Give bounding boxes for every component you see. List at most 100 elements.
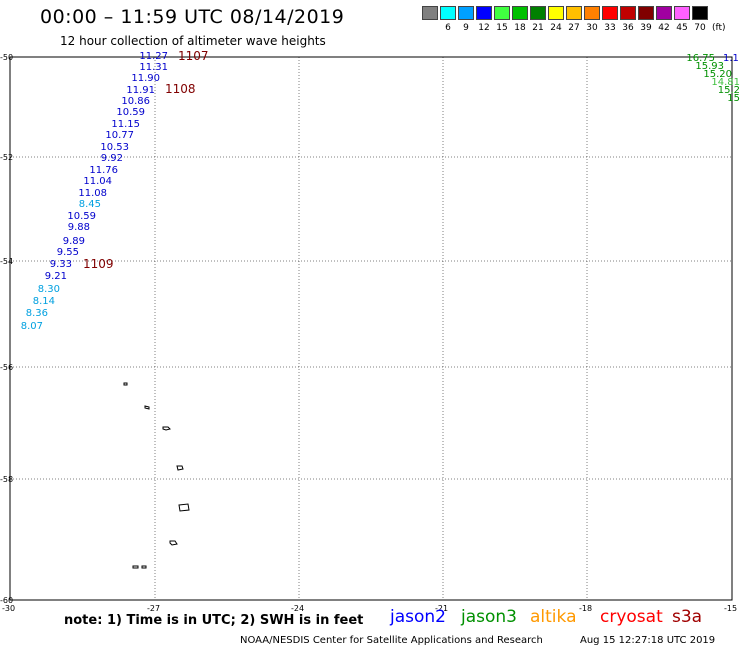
legend-label: 39 (640, 23, 652, 33)
swh-value: 9.92 (101, 153, 123, 164)
legend-label: 45 (676, 23, 688, 33)
swh-value: 15.20 (703, 69, 732, 80)
swh-value: 10.59 (116, 107, 145, 118)
island-outline (162, 426, 171, 431)
lat-label: -56 (0, 363, 13, 372)
legend-swatch (476, 6, 492, 20)
swh-value: 8.07 (21, 321, 43, 332)
island-outline (123, 382, 128, 386)
legend-label: 15 (496, 23, 508, 33)
legend-label: 9 (463, 23, 469, 33)
swh-value: 10.86 (121, 96, 150, 107)
lat-label: -52 (0, 153, 13, 162)
swh-value: 9.88 (68, 222, 90, 233)
lon-label: -21 (435, 604, 448, 613)
island-outline (178, 503, 190, 512)
lat-label: -54 (0, 257, 13, 266)
legend-label: 30 (586, 23, 598, 33)
legend-swatch (566, 6, 582, 20)
legend-swatch (620, 6, 636, 20)
satellite-label-cryosat: cryosat (600, 607, 663, 627)
wave-height-tracks: 11.2711.3111.9011.9110.8610.5911.1510.77… (21, 49, 740, 332)
generation-timestamp: Aug 15 12:27:18 UTC 2019 (580, 635, 716, 646)
lon-label: -30 (2, 604, 15, 613)
island-outline (141, 565, 147, 569)
pass-time-label: 1107 (178, 49, 209, 63)
swh-value: 11.04 (83, 176, 112, 187)
swh-value: 1.1 (723, 53, 739, 64)
swh-value: 8.45 (79, 199, 101, 210)
lon-label: -27 (147, 604, 160, 613)
pass-time-label: 1109 (83, 257, 114, 271)
legend-label: 27 (568, 23, 580, 33)
satellite-label-jason3: jason3 (461, 607, 517, 627)
lon-label: -18 (579, 604, 592, 613)
map-frame (9, 56, 733, 601)
legend-swatch (440, 6, 456, 20)
swh-value: 9.33 (50, 259, 72, 270)
map-border (9, 56, 733, 601)
swh-value: 8.36 (26, 308, 48, 319)
legend-label: 18 (514, 23, 526, 33)
legend-swatch (512, 6, 528, 20)
legend-label: 33 (604, 23, 616, 33)
legend-label: 21 (532, 23, 544, 33)
lon-label: -24 (291, 604, 304, 613)
swh-value: 9.21 (45, 271, 67, 282)
swh-value: 8.14 (33, 296, 55, 307)
legend-label: 36 (622, 23, 634, 33)
footer-credit: NOAA/NESDIS Center for Satellite Applica… (240, 635, 543, 646)
island-outline (176, 465, 184, 471)
map-title: 00:00 – 11:59 UTC 08/14/2019 (40, 6, 345, 28)
satellite-label-altika: altika (530, 607, 577, 627)
swh-value: 9.89 (63, 236, 85, 247)
map-subtitle: 12 hour collection of altimeter wave hei… (60, 34, 326, 48)
swh-value: 9.55 (57, 247, 79, 258)
island-outline (132, 565, 139, 569)
swh-value: 11.76 (89, 165, 118, 176)
island-outline (144, 405, 150, 410)
legend-label: 24 (550, 23, 562, 33)
pass-time-label: 1108 (165, 82, 196, 96)
swh-value: 15 (727, 93, 740, 104)
satellite-label-s3a: s3a (672, 607, 703, 627)
legend-label: 6 (445, 23, 451, 33)
swh-value: 15.93 (695, 61, 724, 72)
legend-label: 70 (694, 23, 706, 33)
lat-label: -50 (0, 53, 13, 62)
legend-swatch (692, 6, 708, 20)
satellite-label-jason2: jason2 (390, 607, 446, 627)
legend-swatch (584, 6, 600, 20)
note-text: note: 1) Time is in UTC; 2) SWH is in fe… (64, 613, 364, 628)
lon-label: -15 (724, 604, 737, 613)
islands (123, 382, 190, 569)
lat-label: -58 (0, 475, 13, 484)
axis-labels: -50 -52 -54 -56 -58 -60-30 -27 -24 -21 -18 -15 (0, 53, 737, 613)
island-outline (169, 540, 178, 546)
legend-swatch (458, 6, 474, 20)
graticule (10, 57, 732, 600)
legend-swatch (494, 6, 510, 20)
swh-value: 11.90 (131, 73, 160, 84)
legend-swatch (656, 6, 672, 20)
swh-value: 8.30 (38, 284, 60, 295)
legend-swatch (422, 6, 438, 20)
swh-value: 10.77 (105, 130, 134, 141)
swh-value: 14.81 (711, 77, 740, 88)
swh-value: 11.08 (78, 188, 107, 199)
swh-value: 15.2 (718, 85, 740, 96)
legend-swatch (548, 6, 564, 20)
legend-swatch (530, 6, 546, 20)
legend-swatch (674, 6, 690, 20)
legend-unit: (ft) (712, 23, 726, 33)
swh-value: 11.27 (139, 51, 168, 62)
swh-value: 11.31 (139, 62, 168, 73)
legend-swatch (602, 6, 618, 20)
legend-swatch (638, 6, 654, 20)
swh-value: 11.15 (111, 119, 140, 130)
swh-value: 16.75 (686, 53, 715, 64)
lat-label: -60 (0, 596, 13, 605)
legend-label: 42 (658, 23, 670, 33)
legend-label: 12 (478, 23, 490, 33)
